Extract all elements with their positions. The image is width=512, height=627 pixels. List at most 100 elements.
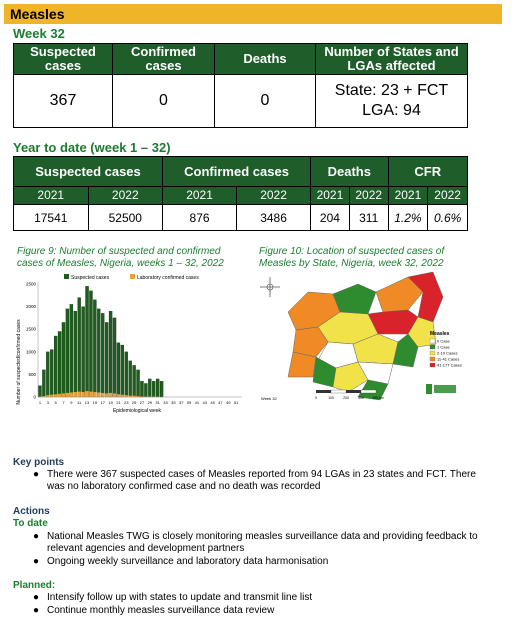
key-point-item: ● There were 367 suspected cases of Meas…	[33, 469, 476, 492]
bar-suspected	[104, 322, 109, 398]
bar-confirmed	[42, 396, 46, 397]
bar-confirmed	[73, 392, 77, 397]
year-cell: 2021	[310, 186, 350, 205]
x-tick-label: 37	[179, 400, 184, 405]
x-tick-label: 27	[140, 400, 145, 405]
x-tick-label: 25	[132, 400, 137, 405]
bar-suspected	[65, 308, 70, 398]
bar-suspected	[152, 381, 156, 398]
compass-icon	[260, 277, 280, 297]
bar-confirmed	[112, 393, 117, 397]
bar-suspected	[101, 313, 105, 398]
ytd-value: 0.6%	[427, 204, 468, 231]
ytd-header-deaths: Deaths	[310, 156, 389, 187]
bar-suspected	[97, 308, 101, 398]
action-line: National Measles TWG is closely monitori…	[47, 531, 478, 542]
ytd-label: Year to date (week 1 – 32)	[13, 140, 171, 155]
planned-line: Continue monthly measles surveillance da…	[47, 605, 275, 616]
scale-label: 400 km	[372, 396, 384, 400]
x-tick-label: 45	[210, 400, 215, 405]
week-label: Week 32	[13, 26, 65, 41]
y-tick-label: 1500	[26, 327, 37, 332]
map-legend-label: 41-177 Cases	[437, 363, 462, 368]
bar-suspected	[42, 369, 46, 398]
map-scale-bar: 0 100 200 300 400 km	[315, 389, 384, 400]
x-axis-label: Epidemiological week	[113, 408, 162, 414]
header-suspected: Suspected cases	[13, 43, 113, 75]
bar-suspected	[116, 342, 121, 398]
x-tick-label: 13	[85, 400, 90, 405]
bar-confirmed	[46, 395, 50, 397]
bar-suspected	[61, 322, 66, 398]
cell-confirmed: 0	[112, 74, 215, 128]
header-confirmed: Confirmed cases	[112, 43, 215, 75]
x-tick-label: 15	[93, 400, 98, 405]
scale-label: 300	[358, 396, 364, 400]
x-tick-label: 43	[203, 400, 208, 405]
map-legend-swatch	[429, 338, 436, 344]
bar-suspected	[53, 335, 58, 398]
bar-suspected	[50, 349, 54, 398]
year-cell: 2022	[348, 186, 389, 205]
states-count: State: 23 + FCT	[334, 82, 449, 99]
bar-suspected	[148, 378, 152, 398]
x-tick-label: 5	[55, 400, 58, 405]
bar-suspected	[155, 378, 160, 398]
scale-label: 200	[343, 396, 349, 400]
bar-suspected	[144, 383, 148, 398]
ytd-header-suspected: Suspected cases	[12, 156, 164, 187]
action-item: ● National Measles TWG is closely monito…	[33, 531, 478, 554]
y-tick-label: 2000	[26, 304, 37, 309]
x-tick-label: 11	[77, 400, 82, 405]
map-legend-swatch	[429, 344, 436, 350]
lga-count: LGA: 94	[362, 102, 421, 119]
bar-confirmed	[132, 395, 136, 397]
bar-suspected	[136, 369, 140, 398]
action-line: relevant agencies and development partne…	[47, 543, 245, 554]
y-tick-label: 2500	[26, 282, 37, 287]
bar-suspected	[81, 306, 85, 398]
bar-suspected	[112, 317, 117, 398]
bar-suspected	[85, 286, 89, 398]
x-tick-label: 35	[171, 400, 176, 405]
map-legend-label: 11-41 Cases	[437, 357, 459, 362]
bar-confirmed	[120, 394, 124, 397]
bar-confirmed	[97, 392, 101, 397]
year-cell: 2022	[87, 186, 164, 205]
bar-suspected	[93, 299, 97, 398]
figure10-caption-line1: Figure 10: Location of suspected cases o…	[259, 246, 445, 257]
y-tick-label: 500	[28, 372, 36, 377]
actions-title: Actions	[13, 506, 50, 517]
bar-confirmed	[105, 393, 109, 397]
bar-confirmed	[93, 392, 97, 397]
figure9-bar-chart: Suspected cases Laboratory confirmed cas…	[16, 274, 242, 414]
header-states-lgas: Number of States and LGAs affected	[315, 43, 468, 75]
year-cell: 2021	[162, 186, 238, 205]
bar-suspected	[89, 290, 93, 398]
legend-swatch-suspected	[64, 274, 69, 279]
header-deaths: Deaths	[214, 43, 316, 75]
ytd-value: 3486	[236, 204, 312, 231]
bar-confirmed	[101, 392, 105, 397]
bar-suspected	[77, 297, 81, 398]
bar-confirmed	[61, 393, 66, 397]
ytd-value: 52500	[87, 204, 164, 231]
bar-confirmed	[69, 392, 73, 397]
x-tick-label: 21	[116, 400, 121, 405]
x-tick-label: 19	[108, 400, 113, 405]
bar-suspected	[140, 381, 144, 398]
year-cell: 2021	[13, 186, 89, 205]
x-tick-label: 23	[124, 400, 129, 405]
planned-item: ● Intensify follow up with states to upd…	[33, 592, 313, 603]
map-legend-title: Measles	[430, 331, 450, 337]
key-points-title: Key points	[13, 457, 65, 468]
bar-suspected	[108, 311, 113, 398]
key-point-line2: was no laboratory confirmed case and no …	[47, 481, 321, 492]
scale-label: 100	[328, 396, 334, 400]
figure9-caption: Figure 9: Number of suspected and confir…	[17, 246, 224, 270]
x-tick-label: 7	[62, 400, 65, 405]
title-banner: Measles	[4, 4, 502, 24]
year-cell: 2022	[236, 186, 312, 205]
bar-confirmed	[109, 392, 113, 397]
